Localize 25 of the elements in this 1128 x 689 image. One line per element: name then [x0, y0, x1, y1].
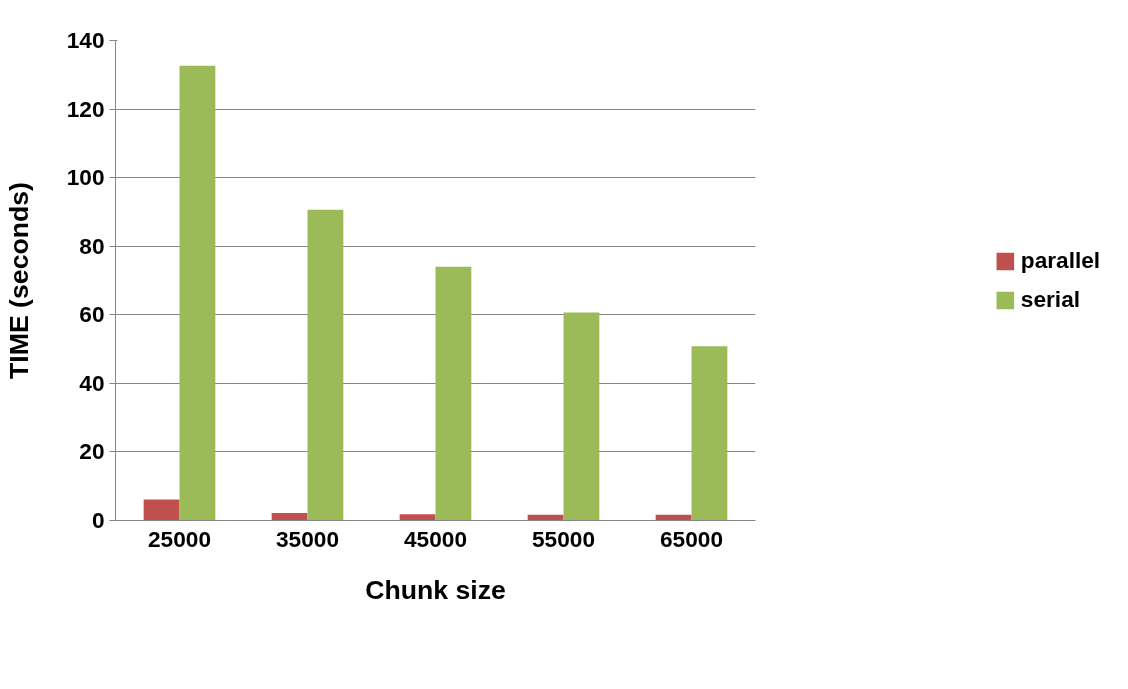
bar [435, 266, 472, 521]
y-tick-label: 100 [66, 164, 105, 191]
x-tick-label: 55000 [532, 525, 596, 552]
y-tick-label: 0 [91, 507, 105, 533]
x-tick-label: 45000 [404, 525, 468, 552]
y-tick-label: 20 [79, 438, 105, 465]
y-axis-title: TIME (seconds) [3, 182, 34, 379]
bar [179, 65, 216, 521]
bar [399, 514, 436, 521]
y-tick-label: 140 [66, 27, 105, 53]
bar [143, 499, 180, 521]
x-tick-label: 65000 [660, 525, 724, 552]
bar [691, 346, 728, 521]
legend-label: serial [1020, 286, 1081, 313]
bar [563, 312, 600, 521]
bar [271, 512, 308, 521]
y-tick-label: 120 [66, 95, 105, 122]
legend-label: parallel [1020, 247, 1101, 274]
x-tick-label: 35000 [276, 525, 340, 552]
y-tick-label: 60 [79, 301, 105, 328]
y-tick-label: 40 [79, 369, 105, 396]
y-tick-label: 80 [79, 232, 105, 259]
x-tick-label: 25000 [148, 525, 212, 552]
x-axis-title: Chunk size [365, 574, 506, 605]
bar [307, 209, 344, 521]
